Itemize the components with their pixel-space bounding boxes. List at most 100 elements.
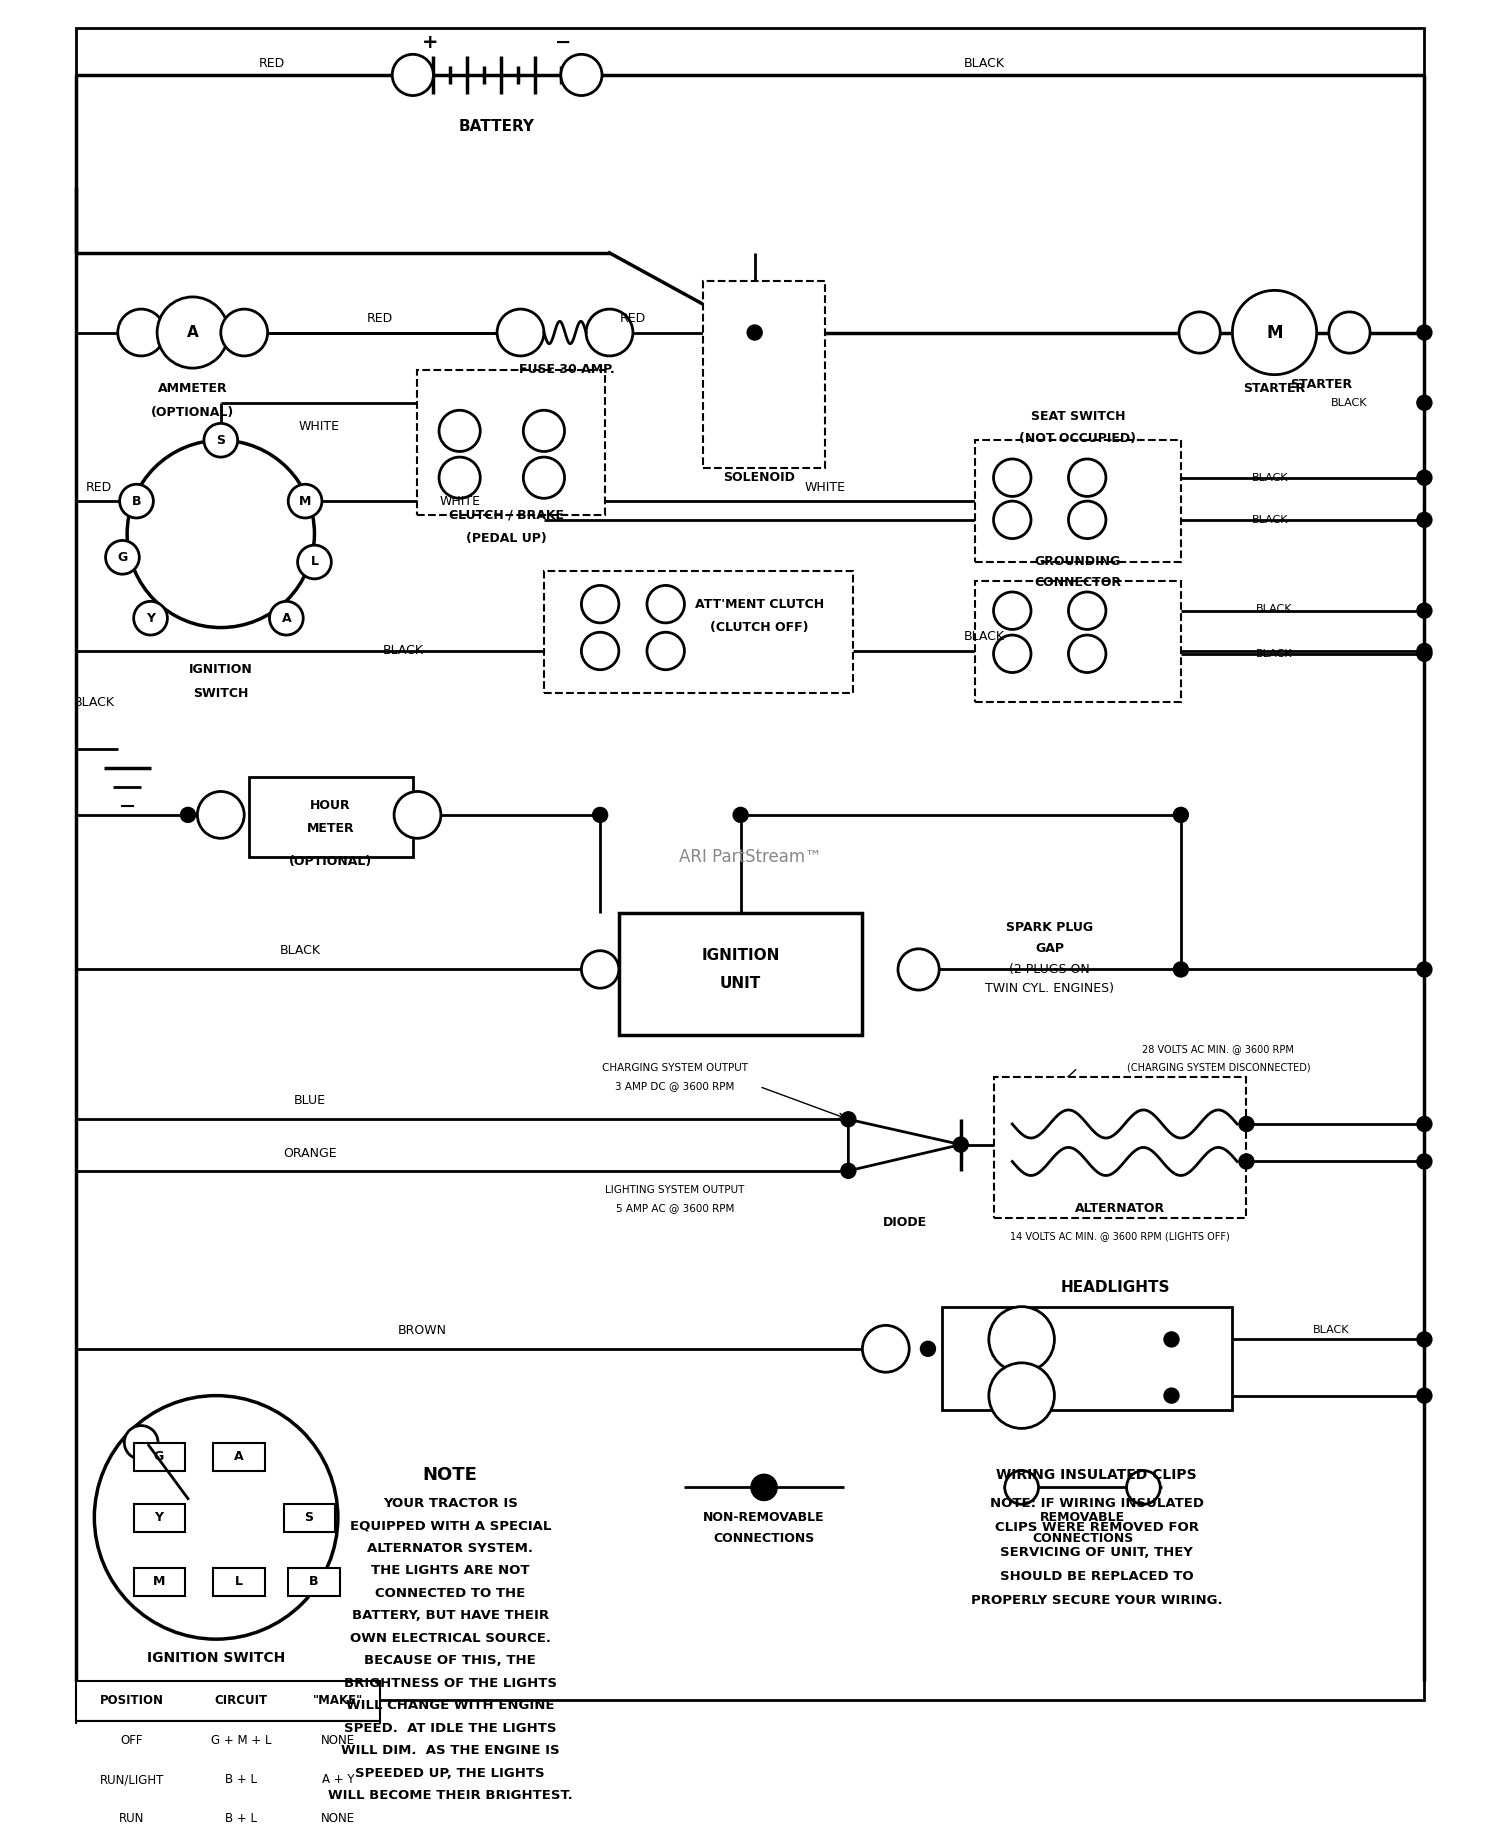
Text: TWIN CYL. ENGINES): TWIN CYL. ENGINES) [986, 981, 1114, 994]
Text: SHOULD BE REPLACED TO: SHOULD BE REPLACED TO [1000, 1570, 1194, 1583]
Text: B + L: B + L [225, 1773, 258, 1786]
Text: B: B [132, 495, 141, 508]
Text: OFF: OFF [120, 1734, 142, 1747]
Text: BLACK: BLACK [1312, 1326, 1348, 1335]
Circle shape [993, 635, 1030, 672]
Text: WIRING INSULATED CLIPS: WIRING INSULATED CLIPS [996, 1469, 1197, 1482]
Circle shape [1068, 458, 1106, 497]
Text: POSITION: POSITION [100, 1694, 164, 1707]
Circle shape [1329, 311, 1370, 353]
Circle shape [747, 326, 762, 341]
Circle shape [734, 808, 748, 823]
Circle shape [1418, 963, 1432, 978]
Text: NONE: NONE [321, 1813, 356, 1826]
Circle shape [1418, 396, 1432, 411]
Circle shape [1418, 512, 1432, 527]
Text: M: M [1266, 324, 1282, 342]
Text: WHITE: WHITE [298, 420, 339, 433]
Circle shape [582, 950, 620, 989]
Bar [417, 370, 604, 515]
Circle shape [1418, 469, 1432, 486]
Circle shape [1233, 291, 1317, 376]
Text: HOUR: HOUR [310, 799, 351, 812]
Text: REMOVABLE: REMOVABLE [1040, 1511, 1125, 1524]
Circle shape [1164, 1331, 1179, 1348]
Text: CHARGING SYSTEM OUTPUT: CHARGING SYSTEM OUTPUT [602, 1062, 748, 1073]
Circle shape [180, 808, 195, 823]
Text: IGNITION: IGNITION [702, 948, 780, 963]
Text: ATT'MENT CLUTCH: ATT'MENT CLUTCH [694, 598, 824, 611]
Text: −: − [555, 33, 572, 52]
Circle shape [753, 311, 794, 353]
Text: (CHARGING SYSTEM DISCONNECTED): (CHARGING SYSTEM DISCONNECTED) [1126, 1062, 1310, 1073]
Text: RED: RED [620, 311, 646, 326]
Text: M: M [298, 495, 312, 508]
Text: ALTERNATOR SYSTEM.: ALTERNATOR SYSTEM. [368, 1541, 534, 1556]
Text: 28 VOLTS AC MIN. @ 3600 RPM: 28 VOLTS AC MIN. @ 3600 RPM [1143, 1044, 1294, 1055]
Bar [213, 1443, 266, 1471]
Text: BLACK: BLACK [74, 696, 116, 709]
Circle shape [1418, 646, 1432, 661]
Bar [75, 1799, 380, 1839]
Circle shape [1126, 1471, 1161, 1504]
Text: WHITE: WHITE [804, 481, 846, 493]
Text: CLIPS WERE REMOVED FOR: CLIPS WERE REMOVED FOR [994, 1521, 1198, 1534]
Circle shape [128, 440, 315, 628]
Text: 5 AMP AC @ 3600 RPM: 5 AMP AC @ 3600 RPM [616, 1204, 735, 1213]
Text: STARTER: STARTER [1290, 377, 1353, 390]
Text: +: + [422, 33, 438, 52]
Text: SPEED.  AT IDLE THE LIGHTS: SPEED. AT IDLE THE LIGHTS [344, 1721, 556, 1734]
Circle shape [582, 631, 620, 670]
Circle shape [1418, 604, 1432, 619]
Text: SERVICING OF UNIT, THEY: SERVICING OF UNIT, THEY [1000, 1546, 1192, 1559]
Bar [620, 913, 862, 1035]
Text: BLACK: BLACK [1330, 398, 1366, 407]
Bar [975, 580, 1180, 703]
Circle shape [524, 457, 564, 499]
Circle shape [392, 55, 433, 96]
Circle shape [1173, 808, 1188, 823]
Circle shape [842, 1112, 856, 1127]
Text: BLACK: BLACK [963, 57, 1005, 70]
Text: 14 VOLTS AC MIN. @ 3600 RPM (LIGHTS OFF): 14 VOLTS AC MIN. @ 3600 RPM (LIGHTS OFF) [1010, 1232, 1230, 1241]
Bar [75, 1839, 380, 1841]
Circle shape [440, 411, 480, 451]
Text: UNIT: UNIT [720, 976, 762, 990]
Circle shape [921, 1342, 936, 1357]
Bar [134, 1569, 184, 1596]
Circle shape [988, 1307, 1054, 1372]
Circle shape [524, 411, 564, 451]
Circle shape [1418, 1331, 1432, 1348]
Bar [134, 1443, 184, 1471]
Text: CIRCUIT: CIRCUIT [214, 1694, 268, 1707]
Circle shape [124, 1425, 158, 1460]
Text: BLACK: BLACK [382, 644, 424, 657]
Circle shape [1418, 1154, 1432, 1169]
Circle shape [752, 1475, 777, 1500]
Text: "MAKE": "MAKE" [312, 1694, 363, 1707]
Text: NOTE: IF WIRING INSULATED: NOTE: IF WIRING INSULATED [990, 1497, 1203, 1510]
Circle shape [993, 458, 1030, 497]
Text: (OPTIONAL): (OPTIONAL) [290, 856, 372, 869]
Text: CONNECTIONS: CONNECTIONS [714, 1532, 815, 1545]
Bar [134, 1504, 184, 1532]
Circle shape [1068, 635, 1106, 672]
Text: SPEEDED UP, THE LIGHTS: SPEEDED UP, THE LIGHTS [356, 1767, 544, 1780]
Circle shape [440, 457, 480, 499]
Circle shape [646, 631, 684, 670]
Text: NON-REMOVABLE: NON-REMOVABLE [704, 1511, 825, 1524]
Bar [942, 1307, 1233, 1410]
Text: A: A [234, 1451, 243, 1464]
Text: (NOT OCCUPIED): (NOT OCCUPIED) [1020, 433, 1137, 446]
Text: THE LIGHTS ARE NOT: THE LIGHTS ARE NOT [370, 1565, 530, 1578]
Circle shape [711, 311, 752, 353]
Text: METER: METER [306, 823, 354, 836]
Text: L: L [234, 1574, 243, 1587]
Text: DIODE: DIODE [882, 1215, 927, 1228]
Circle shape [1239, 1154, 1254, 1169]
Circle shape [198, 792, 244, 838]
Bar [284, 1504, 334, 1532]
Text: RED: RED [368, 311, 393, 326]
Circle shape [1418, 1388, 1432, 1403]
Circle shape [898, 948, 939, 990]
